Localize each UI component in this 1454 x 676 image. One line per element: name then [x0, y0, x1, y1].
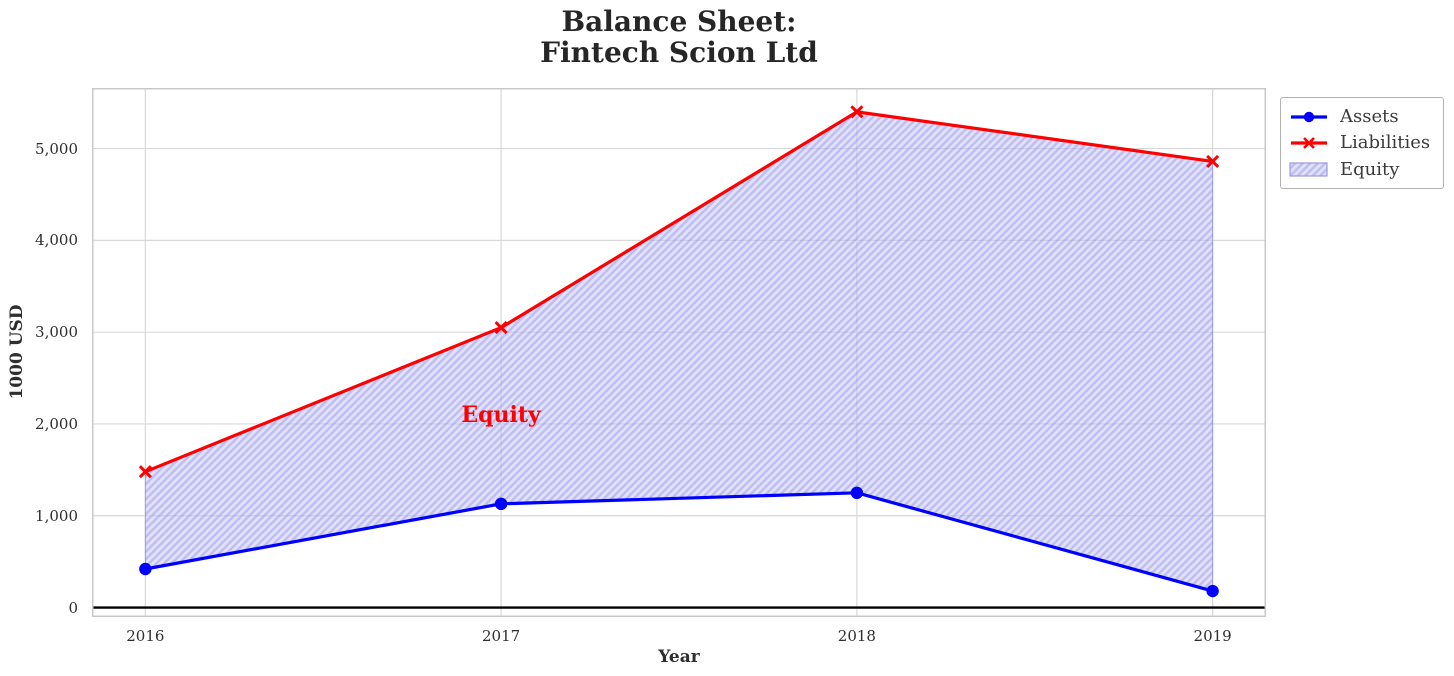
liabilities-line-sample-icon	[1291, 137, 1327, 149]
x-tick-label: 2018	[837, 627, 876, 645]
legend-item-liabilities: Liabilities	[1289, 133, 1435, 153]
plot-canvas	[92, 88, 1266, 617]
equity-patch-sample-icon	[1289, 161, 1328, 177]
x-tick-label: 2019	[1193, 627, 1232, 645]
y-axis-label: 1000 USD	[7, 304, 27, 400]
legend-label-equity: Equity	[1340, 158, 1400, 180]
y-tick-label: 2,000	[35, 414, 78, 433]
x-tick-label: 2017	[482, 627, 521, 645]
y-tick-label: 5,000	[35, 139, 78, 158]
liabilities-line	[144, 110, 1213, 474]
assets-line	[145, 491, 1214, 593]
legend-item-assets: Assets	[1289, 105, 1435, 127]
liabilities-marker	[1206, 154, 1220, 168]
plot-area: Equity	[92, 88, 1266, 617]
assets-marker	[139, 562, 152, 576]
x-axis-label: Year	[658, 647, 700, 667]
assets-marker	[1206, 584, 1219, 598]
x-tick-label: 2016	[126, 627, 165, 645]
y-tick-label: 3,000	[35, 323, 78, 342]
chart-title-line1: Balance Sheet:	[561, 5, 797, 38]
legend: Assets Liabilities Equity	[1280, 97, 1444, 189]
liabilities-marker	[138, 465, 152, 479]
liabilities-marker	[494, 321, 508, 335]
plot-border	[92, 88, 1266, 617]
equity-area	[144, 111, 1214, 592]
assets-marker	[850, 486, 864, 500]
y-tick-label: 0	[68, 598, 78, 617]
y-tick-label: 4,000	[35, 231, 78, 250]
chart-title-line2: Fintech Scion Ltd	[540, 36, 818, 69]
assets-line-sample-icon	[1291, 111, 1327, 122]
y-tick-label: 1,000	[35, 506, 78, 525]
equity-annotation: Equity	[461, 401, 541, 428]
chart-title: Balance Sheet: Fintech Scion Ltd	[92, 6, 1266, 68]
legend-label-liabilities: Liabilities	[1340, 132, 1431, 153]
assets-marker	[494, 497, 508, 511]
legend-item-equity: Equity	[1289, 158, 1435, 180]
liabilities-marker	[850, 105, 864, 119]
legend-label-assets: Assets	[1340, 105, 1399, 127]
